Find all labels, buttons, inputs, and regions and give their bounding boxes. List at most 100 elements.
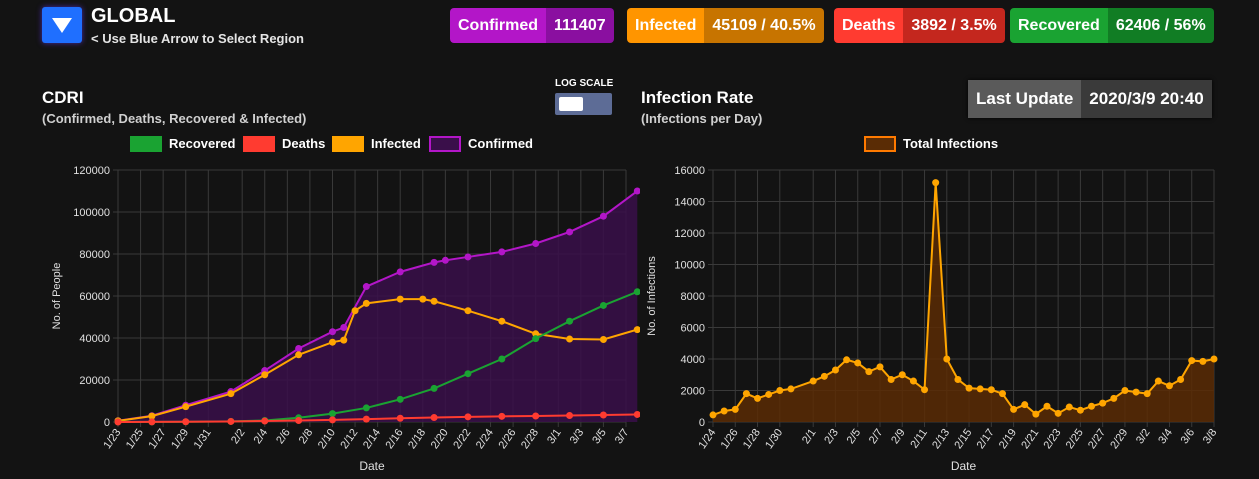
x-tick-label: 3/3 — [568, 427, 587, 446]
data-point-infected — [498, 317, 506, 325]
data-point-deaths — [328, 416, 336, 424]
y-tick-label: 20000 — [79, 375, 110, 387]
log-scale-toggle[interactable] — [555, 93, 612, 115]
data-point-infected — [362, 299, 370, 307]
x-tick-label: 2/19 — [997, 427, 1019, 451]
data-point-infected — [566, 335, 574, 343]
y-tick-label: 10000 — [674, 260, 705, 272]
data-point-recovered — [532, 335, 540, 343]
data-point-total-infections — [987, 386, 995, 394]
x-tick-label: 3/1 — [545, 427, 564, 446]
stat-label: Recovered — [1010, 8, 1108, 43]
data-point-total-infections — [731, 405, 739, 413]
x-tick-label: 2/13 — [930, 427, 952, 451]
y-axis-title: No. of People — [51, 263, 63, 330]
data-point-total-infections — [854, 359, 862, 367]
data-point-total-infections — [720, 407, 728, 415]
x-tick-label: 2/24 — [474, 427, 496, 451]
y-tick-label: 120000 — [73, 165, 110, 177]
data-point-infected — [295, 351, 303, 359]
data-point-confirmed — [340, 324, 348, 331]
x-tick-label: 2/22 — [451, 427, 473, 451]
stat-infected: Infected 45109 / 40.5% — [627, 8, 824, 43]
data-point-infected — [464, 307, 472, 315]
region-title: GLOBAL — [91, 5, 176, 27]
stat-label: Infected — [627, 8, 705, 43]
data-point-confirmed — [396, 268, 404, 276]
data-point-infected — [148, 412, 156, 420]
x-tick-label: 2/8 — [297, 427, 316, 446]
series-area-total-infections — [713, 182, 1214, 422]
y-axis-title: No. of Infections — [646, 256, 658, 336]
region-select-button[interactable] — [42, 7, 82, 43]
data-point-deaths — [114, 418, 122, 426]
data-point-total-infections — [1043, 402, 1051, 410]
data-point-confirmed — [362, 283, 370, 291]
x-tick-label: 2/5 — [845, 427, 864, 446]
x-tick-label: 2/10 — [316, 427, 338, 451]
rate-chart-subtitle: (Infections per Day) — [641, 111, 763, 126]
x-tick-label: 2/1 — [800, 427, 819, 446]
data-point-total-infections — [1199, 357, 1207, 365]
data-point-deaths — [599, 411, 607, 419]
y-tick-label: 6000 — [681, 323, 705, 335]
data-point-deaths — [362, 415, 370, 423]
data-point-infected — [633, 326, 640, 334]
data-point-deaths — [396, 414, 404, 422]
x-tick-label: 2/17 — [975, 427, 997, 451]
x-tick-label: 2/26 — [496, 427, 518, 451]
legend-label: Total Infections — [903, 136, 998, 151]
data-point-total-infections — [1054, 409, 1062, 417]
stat-value: 45109 / 40.5% — [704, 8, 824, 43]
chevron-down-icon — [52, 18, 72, 33]
infection-rate-chart: 0 2000 4000 6000 8000 10000 12000 14000 16000 1/2… — [646, 136, 1220, 473]
legend-swatch-infected — [332, 136, 364, 152]
y-tick-label: 12000 — [674, 228, 705, 240]
x-tick-label: 3/5 — [590, 427, 609, 446]
data-point-total-infections — [787, 385, 795, 393]
data-point-recovered — [633, 288, 640, 296]
y-tick-label: 80000 — [79, 249, 110, 261]
x-tick-label: 2/15 — [952, 427, 974, 451]
x-tick-label: 1/28 — [741, 427, 763, 451]
x-tick-label: 1/25 — [124, 427, 146, 451]
x-tick-label: 2/9 — [889, 427, 908, 446]
data-point-deaths — [295, 416, 303, 424]
data-point-total-infections — [709, 411, 717, 419]
series-area-confirmed — [118, 191, 638, 422]
x-tick-label: 3/8 — [1201, 427, 1220, 446]
data-point-confirmed — [328, 328, 336, 336]
x-tick-label: 2/3 — [822, 427, 841, 446]
x-tick-label: 2/29 — [1108, 427, 1130, 451]
x-tick-label: 2/2 — [229, 427, 248, 446]
data-point-total-infections — [921, 386, 929, 394]
data-point-total-infections — [742, 390, 750, 398]
data-point-deaths — [148, 418, 156, 426]
data-point-confirmed — [430, 258, 438, 266]
data-point-total-infections — [898, 371, 906, 379]
log-scale-label: LOG SCALE — [555, 78, 614, 89]
data-point-total-infections — [1143, 390, 1151, 398]
y-tick-label: 40000 — [79, 333, 110, 345]
data-point-infected — [351, 307, 359, 315]
data-point-total-infections — [1132, 388, 1140, 396]
data-point-total-infections — [754, 394, 762, 402]
data-point-deaths — [182, 418, 190, 426]
data-point-total-infections — [843, 356, 851, 364]
x-tick-label: 1/23 — [101, 427, 123, 451]
rate-chart-title: Infection Rate — [641, 88, 754, 107]
x-tick-label: 2/4 — [252, 427, 271, 446]
y-tick-label: 4000 — [681, 354, 705, 366]
data-point-infected — [182, 403, 190, 411]
data-point-total-infections — [943, 355, 951, 363]
x-tick-label: 1/24 — [696, 427, 718, 451]
data-point-infected — [599, 335, 607, 343]
y-tick-label: 14000 — [674, 197, 705, 209]
data-point-deaths — [227, 417, 235, 425]
data-point-deaths — [464, 413, 472, 421]
data-point-infected — [328, 338, 336, 346]
data-point-confirmed — [532, 240, 540, 247]
data-point-recovered — [464, 370, 472, 378]
data-point-total-infections — [765, 390, 773, 398]
